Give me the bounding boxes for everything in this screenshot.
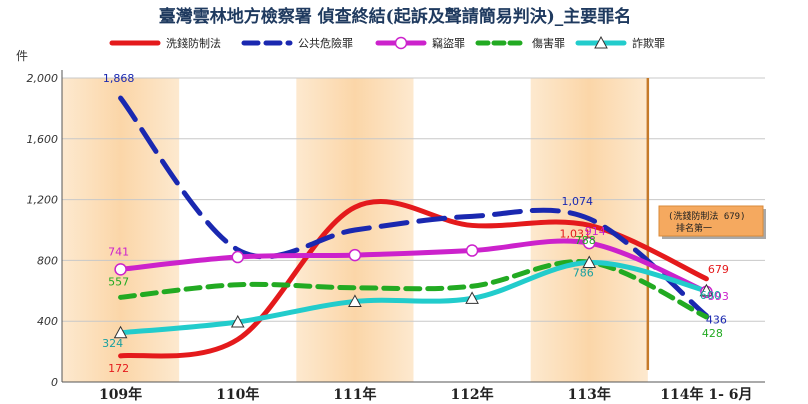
y-tick-label: 1,200 <box>27 194 59 207</box>
annotation-line-2: 排名第一 <box>676 222 712 234</box>
y-axis-unit: 件 <box>16 49 28 63</box>
data-label: 172 <box>108 362 129 375</box>
annotation-box: (洗錢防制法 679) 排名第一 <box>658 205 766 239</box>
legend-label: 傷害罪 <box>532 36 565 50</box>
x-tick-label: 112年 <box>450 386 493 403</box>
series-line <box>118 199 709 359</box>
series-line <box>118 260 709 336</box>
y-tick-label: 400 <box>37 315 58 328</box>
axes <box>61 70 765 383</box>
data-label: 786 <box>573 267 594 280</box>
data-label: 1,868 <box>103 72 135 85</box>
data-point <box>583 236 596 250</box>
y-tick-label: 2,000 <box>27 72 59 85</box>
data-label: 557 <box>108 275 129 288</box>
x-tick-label: 109年 <box>99 386 142 403</box>
legend-marker <box>394 36 408 50</box>
series-line <box>118 95 709 319</box>
data-point <box>230 314 245 328</box>
x-tick-label: 114年 1- 6月 <box>660 386 752 403</box>
data-point <box>348 248 362 262</box>
tick-labels: 0 400 800 1,200 1,600 2,000 109年 110年 111年 112年 11… <box>27 72 753 403</box>
legend: 洗錢防制法 公共危險罪 竊盜罪 傷害罪 詐欺罪 <box>109 35 665 50</box>
data-label: 593 <box>708 290 729 303</box>
data-label: 1,074 <box>562 195 594 208</box>
y-tick-label: 0 <box>51 376 58 389</box>
legend-label: 竊盜罪 <box>432 36 465 50</box>
annotation-line-1: (洗錢防制法 679) <box>668 210 746 222</box>
series-line <box>118 259 709 320</box>
x-tick-label: 110年 <box>216 386 259 403</box>
data-point <box>465 244 479 257</box>
legend-label: 洗錢防制法 <box>166 36 221 50</box>
data-point <box>113 325 128 339</box>
data-point <box>231 250 244 264</box>
y-tick-label: 800 <box>37 254 58 267</box>
data-label: 600 <box>700 289 721 302</box>
data-label: 741 <box>108 245 129 258</box>
series-lines <box>118 95 709 359</box>
data-point <box>582 255 597 269</box>
data-label: 1,031 <box>560 227 592 240</box>
data-point <box>348 294 362 307</box>
data-point <box>114 263 127 276</box>
data-label: 436 <box>706 314 727 327</box>
data-label: 914 <box>585 225 606 238</box>
year-band <box>530 78 648 382</box>
data-point <box>465 291 479 304</box>
data-label: 788 <box>575 234 596 247</box>
legend-label: 公共危險罪 <box>298 36 353 50</box>
series-line <box>118 238 709 295</box>
x-tick-label: 113年 <box>568 386 611 403</box>
data-labels: 172 1,031 679 1,868 1,074 436 741 914 593 557 788 4… <box>102 72 729 375</box>
data-label: 679 <box>708 263 729 276</box>
x-tick-label: 111年 <box>333 386 376 403</box>
legend-label: 詐欺罪 <box>632 36 665 50</box>
chart-title: 臺灣雲林地方檢察署 偵查終結(起訴及聲請簡易判決)_主要罪名 <box>159 6 632 27</box>
legend-marker <box>594 35 608 49</box>
y-tick-label: 1,600 <box>27 133 59 146</box>
data-label: 324 <box>102 337 123 350</box>
series-markers <box>113 236 714 339</box>
data-label: 428 <box>702 327 723 340</box>
data-point <box>699 283 714 297</box>
